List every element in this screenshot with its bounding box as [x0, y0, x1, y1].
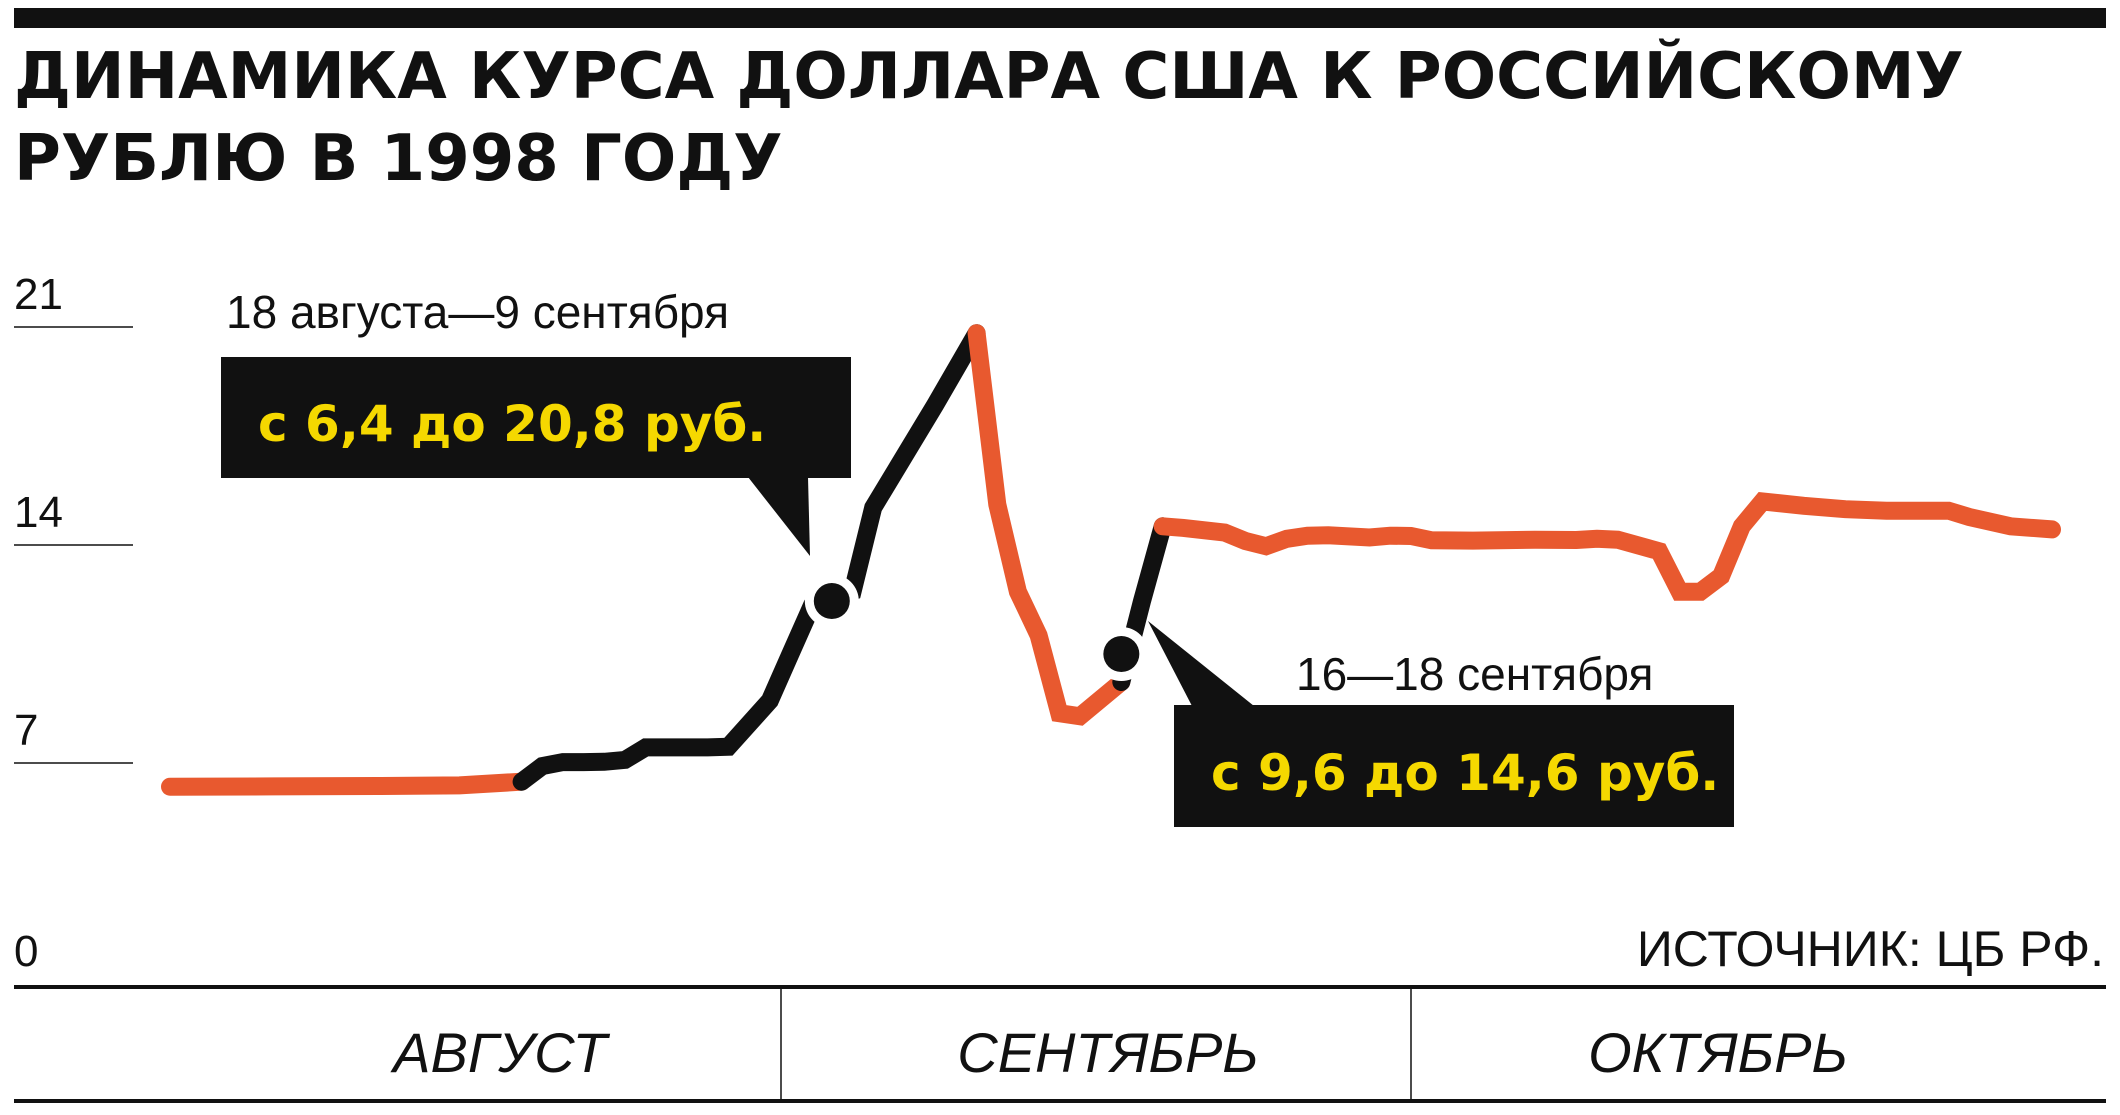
y-axis: 21 14 7 0 — [14, 270, 133, 976]
series-line-segment-1 — [161, 772, 531, 796]
annotation-1-period: 18 августа—9 сентября — [226, 286, 729, 338]
source-note: ИСТОЧНИК: ЦБ РФ. — [1637, 921, 2104, 977]
annotation-1-box — [221, 357, 851, 478]
y-tick-label-21: 21 — [14, 270, 63, 319]
marker-dot-2 — [1103, 636, 1140, 672]
y-tick-label-7: 7 — [14, 706, 38, 755]
series-line-segment-3 — [967, 324, 1131, 726]
annotation-1-pointer — [748, 477, 810, 556]
annotation-1-change: с 6,4 до 20,8 руб. — [258, 395, 766, 453]
month-label-august: АВГУСТ — [390, 1021, 611, 1084]
marker-dot-1 — [813, 583, 850, 620]
month-label-september: СЕНТЯБРЬ — [957, 1021, 1259, 1084]
month-label-october: ОКТЯБРЬ — [1588, 1021, 1848, 1084]
annotation-1: 18 августа—9 сентября с 6,4 до 20,8 руб. — [221, 286, 851, 556]
annotation-2-pointer — [1148, 621, 1254, 706]
annotation-2-change: с 9,6 до 14,6 руб. — [1211, 744, 1719, 802]
y-tick-label-0: 0 — [14, 927, 38, 976]
chart-title-line-2: РУБЛЮ В 1998 ГОДУ — [14, 122, 783, 196]
y-tick-label-14: 14 — [14, 488, 63, 537]
series-line-segment-5 — [1153, 491, 2061, 601]
annotation-2-period: 16—18 сентября — [1296, 648, 1653, 700]
annotation-2-box — [1174, 705, 1734, 827]
month-axis: АВГУСТ СЕНТЯБРЬ ОКТЯБРЬ — [14, 985, 2106, 1103]
top-rule — [14, 8, 2106, 28]
marker-layer — [804, 574, 1149, 681]
series-line-segment-2 — [512, 324, 986, 791]
annotation-2: 16—18 сентября с 9,6 до 14,6 руб. — [1148, 621, 1734, 827]
chart-title-line-1: ДИНАМИКА КУРСА ДОЛЛАРА США К РОССИЙСКОМУ — [14, 38, 1964, 114]
